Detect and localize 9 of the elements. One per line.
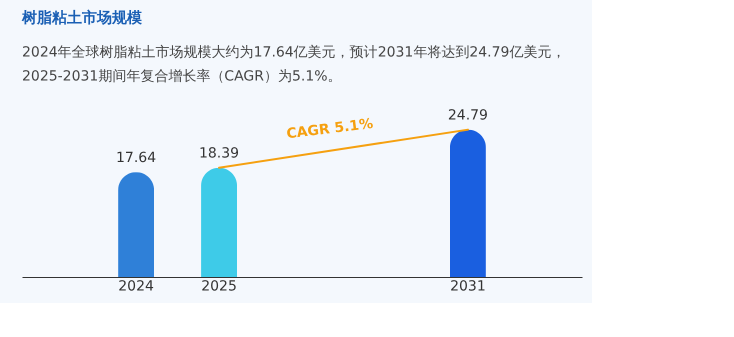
chart-title: 树脂粘土市场规模 <box>21 8 143 27</box>
x-tick-label: 2025 <box>201 278 237 294</box>
chart-subtitle: 2024年全球树脂粘土市场规模大约为17.64亿美元，预计2031年将达到24.79亿美元，2025-2031期间年复合增长率（CAGR）为5.1%。 <box>22 44 566 85</box>
data-label: 17.64 <box>116 150 156 166</box>
data-label: 18.39 <box>198 146 240 162</box>
annotation: CAGR 5.1% <box>286 116 374 142</box>
x-tick-label: 2024 <box>118 278 154 294</box>
x-tick-label: 2031 <box>450 278 486 294</box>
data-label: 24.79 <box>448 108 488 124</box>
